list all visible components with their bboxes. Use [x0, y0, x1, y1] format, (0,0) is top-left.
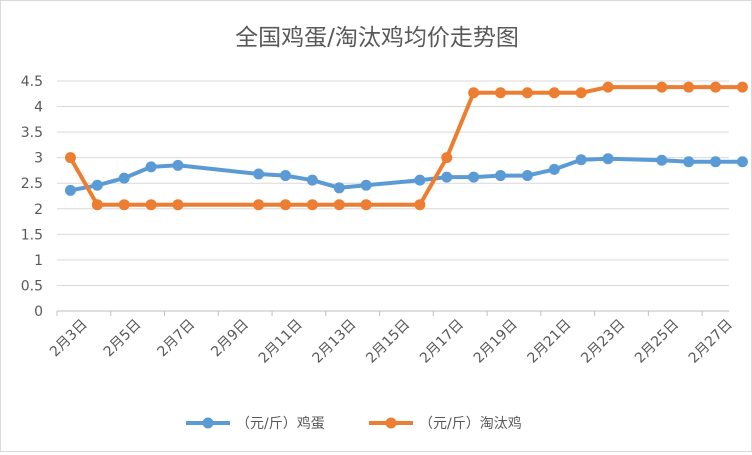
data-point [602, 153, 614, 165]
data-point [521, 87, 533, 99]
data-point [683, 81, 695, 93]
data-point [656, 154, 668, 166]
legend-label: （元/斤）鸡蛋 [236, 415, 325, 432]
data-point [710, 81, 722, 93]
y-tick-label: 4 [34, 100, 43, 116]
data-point [736, 81, 748, 93]
data-point [360, 179, 372, 191]
data-point [441, 171, 453, 183]
x-tick-label: 2月27日 [686, 317, 736, 367]
x-tick-label: 2月7日 [155, 317, 199, 361]
data-point [253, 168, 265, 180]
data-point [91, 179, 103, 191]
data-point [306, 174, 318, 186]
series-2 [64, 81, 748, 211]
data-point [172, 199, 184, 211]
legend: （元/斤）鸡蛋 （元/斤）淘汰鸡 [186, 415, 522, 432]
data-point [710, 156, 722, 168]
x-tick-label: 2月25日 [632, 317, 682, 367]
data-point [441, 152, 453, 164]
series-line [68, 85, 743, 207]
data-point [306, 199, 318, 211]
x-tick-label: 2月19日 [471, 317, 521, 367]
data-point [118, 199, 130, 211]
y-tick-label: 3.5 [21, 125, 43, 141]
data-point [495, 87, 507, 99]
y-tick-label: 0 [34, 304, 43, 320]
x-tick-label: 2月9日 [208, 317, 252, 361]
data-point [602, 81, 614, 93]
x-tick-label: 2月11日 [256, 317, 306, 367]
y-tick-label: 0.5 [21, 278, 43, 294]
legend-item-2: （元/斤）淘汰鸡 [369, 415, 522, 432]
x-tick-label: 2月13日 [309, 317, 359, 367]
legend-swatch-marker [385, 417, 397, 429]
data-point [118, 172, 130, 184]
data-point [64, 152, 76, 164]
series-line [70, 156, 743, 193]
y-tick-label: 2.5 [21, 176, 43, 192]
x-tick-label: 2月23日 [578, 317, 628, 367]
x-tick-label: 2月17日 [417, 317, 467, 367]
data-point [736, 156, 748, 168]
data-point [360, 199, 372, 211]
y-tick-label: 3 [34, 151, 43, 167]
data-point [333, 199, 345, 211]
y-tick-label: 1.5 [21, 227, 43, 243]
data-point [468, 87, 480, 99]
series-lines [64, 81, 748, 211]
y-tick-label: 2 [34, 202, 43, 218]
chart-title: 全国鸡蛋/淘汰鸡均价走势图 [235, 25, 519, 51]
data-point [656, 81, 668, 93]
data-point [333, 182, 345, 194]
data-point [64, 184, 76, 196]
x-tick-label: 2月5日 [101, 317, 145, 361]
series-1 [64, 153, 748, 196]
data-point [495, 170, 507, 182]
data-point [145, 161, 157, 173]
data-point [279, 199, 291, 211]
data-point [521, 170, 533, 182]
data-point [575, 154, 587, 166]
y-tick-label: 4.5 [21, 74, 43, 90]
data-point [548, 87, 560, 99]
data-point [683, 156, 695, 168]
x-tick-label: 2月21日 [525, 317, 575, 367]
data-point [253, 199, 265, 211]
legend-label: （元/斤）淘汰鸡 [419, 415, 522, 432]
data-point [91, 199, 103, 211]
data-point [575, 87, 587, 99]
data-point [468, 171, 480, 183]
legend-item-1: （元/斤）鸡蛋 [186, 415, 325, 432]
x-tick-label: 2月15日 [363, 317, 413, 367]
axes: 0 0.5 1 1.5 2 2.5 3 3.5 4 4.5 2月3日 2月5日 2月7日 2月9日 2月11… [21, 74, 736, 367]
data-point [414, 199, 426, 211]
y-tick-label: 1 [34, 253, 43, 269]
data-point [145, 199, 157, 211]
data-point [279, 170, 291, 182]
data-point [172, 159, 184, 171]
legend-swatch-marker [202, 417, 214, 429]
data-point [414, 174, 426, 186]
data-point [548, 163, 560, 175]
x-tick-label: 2月3日 [47, 317, 91, 361]
